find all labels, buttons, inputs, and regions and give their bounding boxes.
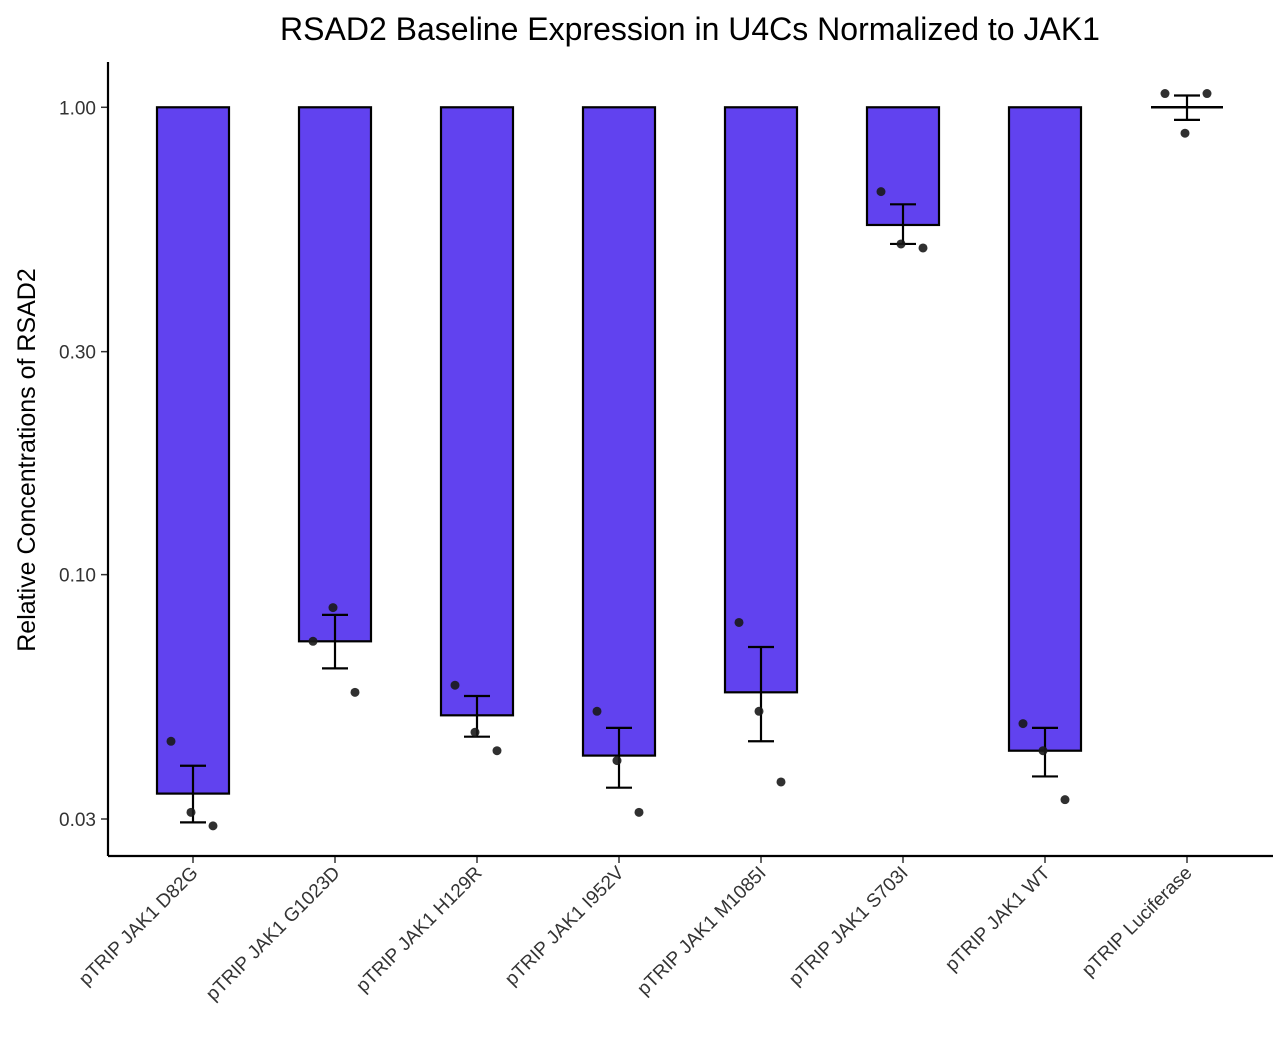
data-point (166, 736, 176, 746)
x-tick-label: pTRIP JAK1 M1085I (633, 863, 770, 1000)
data-point (734, 617, 744, 627)
data-point (634, 807, 644, 817)
x-tick-label: pTRIP JAK1 WT (941, 862, 1054, 975)
data-point (186, 807, 196, 817)
x-axis: pTRIP JAK1 D82G pTRIP JAK1 G1023D pTRIP JA… (75, 854, 1273, 1005)
data-point (328, 603, 338, 613)
data-point (450, 680, 460, 690)
bar (723, 106, 799, 694)
bar (155, 106, 231, 795)
data-point (776, 777, 786, 787)
x-tick-label: pTRIP JAK1 H129R (352, 863, 486, 997)
data-point (592, 706, 602, 716)
data-point (754, 706, 764, 716)
data-point (1060, 795, 1070, 805)
y-tick-label: 0.10 (59, 566, 96, 587)
chart-title: RSAD2 Baseline Expression in U4Cs Normal… (280, 11, 1100, 47)
data-point (1038, 746, 1048, 756)
x-tick-label: pTRIP Luciferase (1078, 863, 1196, 981)
data-point (1018, 719, 1028, 729)
y-tick-label: 0.30 (59, 343, 96, 364)
x-tick-label: pTRIP JAK1 I952V (501, 862, 629, 990)
y-tick-label: 0.03 (59, 810, 96, 831)
data-point (1202, 89, 1212, 99)
x-tick-label: pTRIP JAK1 D82G (75, 863, 202, 990)
data-point (350, 687, 360, 697)
bars-layer (155, 106, 1223, 795)
data-point (1160, 89, 1170, 99)
y-tick-label: 1.00 (59, 98, 96, 119)
data-point (896, 239, 906, 249)
bar (297, 106, 373, 643)
data-point (918, 243, 928, 253)
bar (1007, 106, 1083, 752)
data-point (470, 727, 480, 737)
data-point (492, 746, 502, 756)
data-point (876, 187, 886, 197)
data-point (208, 821, 218, 831)
data-point (308, 636, 318, 646)
y-axis: 1.00 0.30 0.10 0.03 (59, 62, 110, 856)
x-tick-label: pTRIP JAK1 G1023D (202, 863, 344, 1005)
data-point (1180, 128, 1190, 138)
bar (439, 106, 515, 717)
x-tick-label: pTRIP JAK1 S703I (785, 863, 912, 990)
y-axis-label: Relative Concentrations of RSAD2 (13, 268, 41, 652)
bar (581, 106, 657, 757)
data-point (612, 756, 622, 766)
points-layer (166, 89, 1212, 831)
